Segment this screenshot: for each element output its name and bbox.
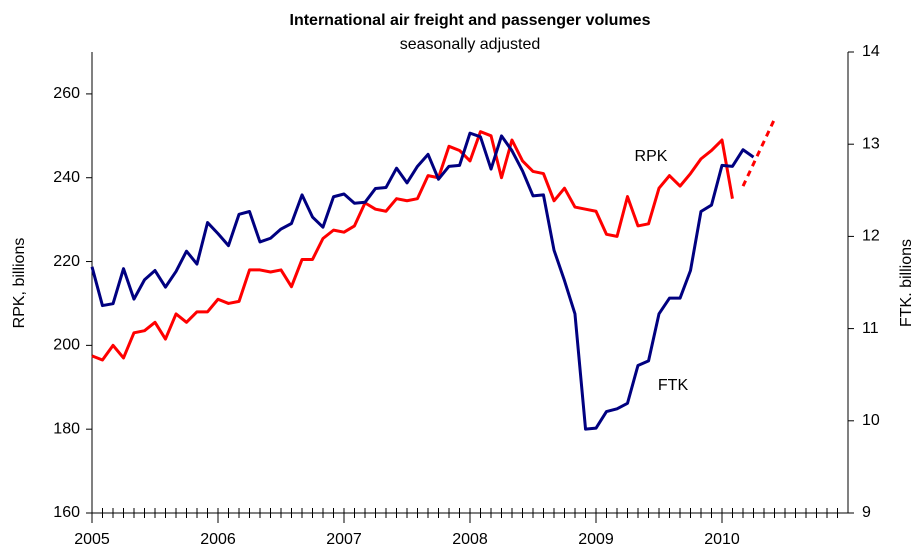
y-tick-label: 240 (53, 169, 80, 186)
y2-tick-label: 12 (862, 228, 880, 245)
x-tick-label: 2008 (452, 531, 488, 548)
line-series (91, 130, 734, 362)
y2-tick-label: 14 (862, 43, 880, 60)
line-series (90, 131, 755, 431)
y-axis-label: RPK, billions (11, 238, 28, 329)
chart-title: International air freight and passenger … (290, 12, 651, 29)
x-tick-label: 2005 (74, 531, 110, 548)
y-tick-label: 160 (53, 504, 80, 521)
y-tick-label: 220 (53, 253, 80, 270)
x-tick-label: 2006 (200, 531, 236, 548)
y2-tick-label: 11 (862, 320, 879, 337)
x-tick-label: 2007 (326, 531, 362, 548)
y-tick-label: 180 (53, 420, 80, 437)
y2-tick-label: 13 (862, 135, 880, 152)
chart-subtitle: seasonally adjusted (400, 36, 541, 53)
line-series (741, 118, 776, 187)
y2-tick-label: 10 (862, 412, 880, 429)
y2-tick-label: 9 (862, 504, 871, 521)
y-tick-label: 200 (53, 337, 80, 354)
series-label: FTK (658, 377, 689, 394)
series-label: RPK (635, 148, 668, 165)
x-tick-label: 2010 (704, 531, 740, 548)
y2-axis-label: FTK. billions (898, 239, 915, 327)
y-tick-label: 260 (53, 85, 80, 102)
x-tick-label: 2009 (578, 531, 614, 548)
